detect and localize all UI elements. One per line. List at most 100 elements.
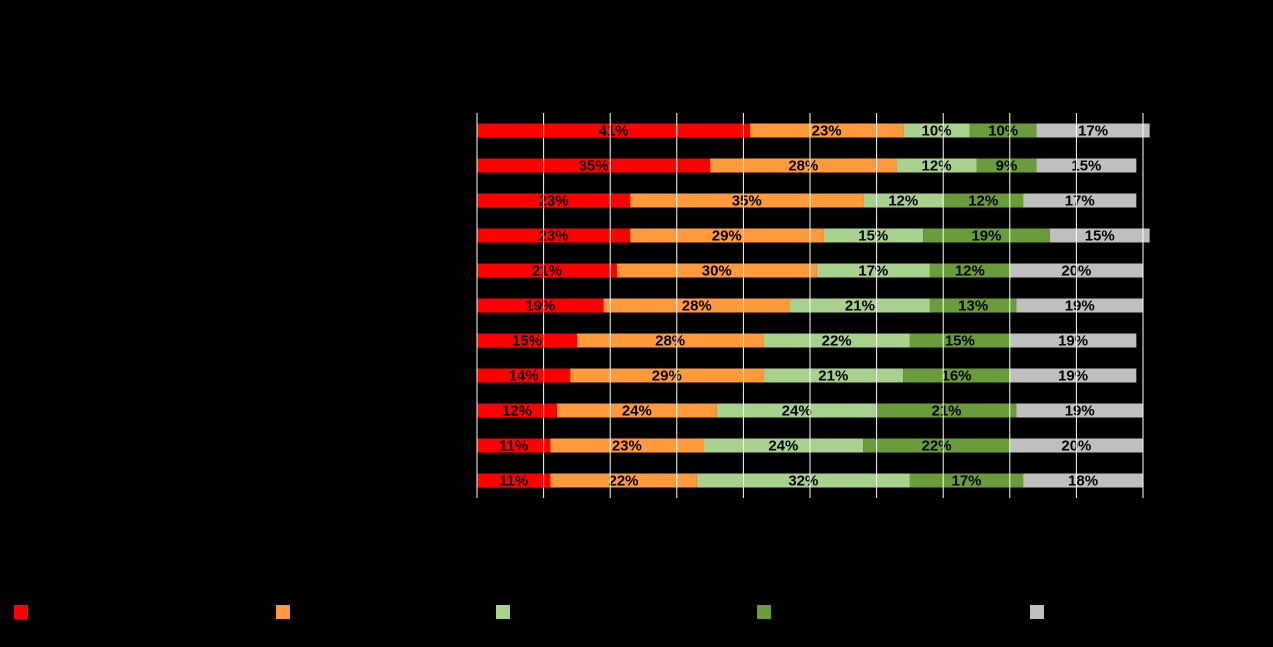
data-label: 9% xyxy=(996,157,1018,174)
bar-segment xyxy=(763,368,904,383)
data-label: 16% xyxy=(942,367,972,384)
data-label: 19% xyxy=(1065,297,1095,314)
bar-segment xyxy=(876,403,1017,418)
data-label: 23% xyxy=(539,227,569,244)
legend-swatch xyxy=(14,605,28,619)
bar-segment xyxy=(923,228,1050,243)
data-label: 19% xyxy=(1058,367,1088,384)
data-label: 22% xyxy=(609,472,639,489)
data-label: 15% xyxy=(858,227,888,244)
data-label: 10% xyxy=(988,122,1018,139)
bar-segment xyxy=(477,298,604,313)
data-label: 29% xyxy=(652,367,682,384)
bar-segment xyxy=(477,158,711,173)
bar-segment xyxy=(616,263,817,278)
data-label: 13% xyxy=(958,297,988,314)
data-label: 28% xyxy=(682,297,712,314)
bar-segment xyxy=(896,158,977,173)
data-label: 15% xyxy=(512,332,542,349)
data-label: 21% xyxy=(532,262,562,279)
bar-segment xyxy=(477,473,551,488)
data-label: 12% xyxy=(922,157,952,174)
bar-segment xyxy=(1016,403,1143,418)
bar-segment xyxy=(1016,298,1143,313)
data-label: 15% xyxy=(945,332,975,349)
bar-segment xyxy=(477,333,577,348)
bar-segment xyxy=(929,263,1010,278)
data-label: 22% xyxy=(922,437,952,454)
legend-swatch xyxy=(757,605,771,619)
bar-segment xyxy=(863,193,944,208)
data-label: 21% xyxy=(932,402,962,419)
data-label: 17% xyxy=(1065,192,1095,209)
bar-segment xyxy=(477,368,571,383)
bar-segment xyxy=(823,228,924,243)
data-label: 14% xyxy=(509,367,539,384)
bar-segment xyxy=(929,298,1017,313)
bar-segment xyxy=(943,193,1024,208)
bar-segment xyxy=(477,438,551,453)
data-label: 15% xyxy=(1071,157,1101,174)
legend-swatch xyxy=(276,605,290,619)
data-label: 12% xyxy=(955,262,985,279)
data-label: 11% xyxy=(499,437,528,454)
bar-segment xyxy=(909,473,1024,488)
bar-segment xyxy=(630,228,824,243)
data-label: 23% xyxy=(612,437,642,454)
legend-swatch xyxy=(496,605,510,619)
bar-segment xyxy=(1009,333,1137,348)
bar-segment xyxy=(763,333,910,348)
data-label: 23% xyxy=(812,122,842,139)
bar-segment xyxy=(1009,368,1137,383)
data-label: 19% xyxy=(971,227,1001,244)
bar-segment xyxy=(550,438,704,453)
data-label: 17% xyxy=(858,262,888,279)
bar-segment xyxy=(477,123,751,138)
data-label: 24% xyxy=(622,402,652,419)
bar-segment xyxy=(790,298,930,313)
data-label: 41% xyxy=(599,122,629,139)
legend-swatch xyxy=(1030,605,1044,619)
data-label: 19% xyxy=(1058,332,1088,349)
data-label: 19% xyxy=(1065,402,1095,419)
bar-segment xyxy=(969,123,1037,138)
data-label: 35% xyxy=(579,157,609,174)
data-label: 28% xyxy=(788,157,818,174)
bar-segment xyxy=(1023,193,1137,208)
data-label: 23% xyxy=(539,192,569,209)
bar-segment xyxy=(477,228,631,243)
data-label: 32% xyxy=(788,472,818,489)
data-label: 15% xyxy=(1085,227,1115,244)
bar-segment xyxy=(570,368,764,383)
bar-segment xyxy=(1023,473,1143,488)
bar-segment xyxy=(909,333,1010,348)
bar-segment xyxy=(550,473,697,488)
data-label: 21% xyxy=(818,367,848,384)
data-label: 18% xyxy=(1068,472,1098,489)
bar-segment xyxy=(716,403,877,418)
bar-segment xyxy=(696,473,910,488)
data-label: 22% xyxy=(822,332,852,349)
bar-segment xyxy=(976,158,1037,173)
bar-segment xyxy=(903,368,1010,383)
data-label: 30% xyxy=(702,262,732,279)
data-label: 17% xyxy=(951,472,981,489)
data-label: 28% xyxy=(655,332,685,349)
data-label: 10% xyxy=(922,122,952,139)
data-label: 24% xyxy=(768,437,798,454)
bar-segment xyxy=(1049,228,1150,243)
data-label: 12% xyxy=(888,192,918,209)
data-label: 35% xyxy=(732,192,762,209)
data-label: 19% xyxy=(525,297,555,314)
bar-segment xyxy=(710,158,897,173)
data-label: 29% xyxy=(712,227,742,244)
data-label: 11% xyxy=(499,472,528,489)
data-label: 17% xyxy=(1078,122,1108,139)
bar-segment xyxy=(477,403,557,418)
bar-segment xyxy=(903,123,970,138)
data-label: 21% xyxy=(845,297,875,314)
bar-segment xyxy=(576,333,764,348)
